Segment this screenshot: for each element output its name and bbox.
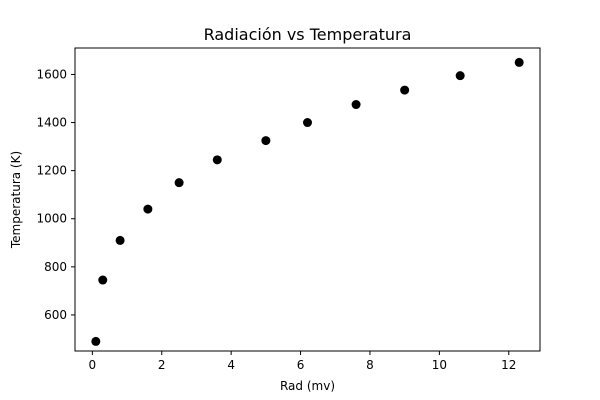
data-points	[91, 57, 524, 346]
x-tick-label: 10	[432, 358, 447, 372]
x-tick-label: 6	[297, 358, 305, 372]
data-point	[143, 204, 153, 214]
data-point	[351, 100, 361, 110]
data-point	[98, 275, 108, 285]
data-point	[455, 71, 465, 81]
x-tick-label: 2	[158, 358, 166, 372]
y-axis-label: Temperatura (K)	[9, 151, 23, 249]
y-tick-label: 1200	[36, 164, 67, 178]
y-axis-ticks: 600 800 1000 1200 1400 1600	[36, 67, 75, 322]
chart-title: Radiación vs Temperatura	[204, 25, 412, 44]
x-axis-label: Rad (mv)	[280, 379, 335, 393]
y-tick-label: 600	[44, 308, 67, 322]
data-point	[115, 235, 125, 245]
x-tick-label: 8	[366, 358, 374, 372]
data-point	[261, 136, 271, 146]
y-tick-label: 800	[44, 260, 67, 274]
plot-frame	[74, 47, 541, 352]
x-axis-ticks: 0 2 4 6 8 10 12	[89, 351, 516, 372]
y-tick-label: 1400	[36, 116, 67, 130]
y-tick-label: 1000	[36, 212, 67, 226]
data-point	[212, 155, 222, 165]
y-tick-label: 1600	[36, 67, 67, 81]
x-tick-label: 0	[89, 358, 97, 372]
x-tick-label: 4	[227, 358, 235, 372]
x-tick-label: 12	[501, 358, 516, 372]
data-point	[400, 85, 410, 95]
data-point	[91, 336, 101, 346]
data-point	[514, 57, 524, 67]
data-point	[303, 118, 312, 128]
data-point	[174, 178, 184, 188]
